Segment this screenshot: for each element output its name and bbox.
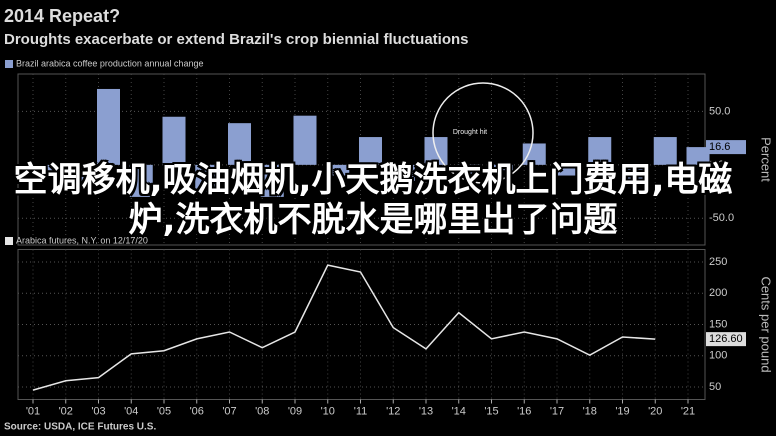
x-tick-label: '01 [26,405,40,417]
bar: '01 [31,164,55,171]
x-tick-label: '07 [222,405,236,417]
legend-swatch [5,237,13,245]
bar: '07 [228,123,251,165]
x-tick-label: '05 [157,405,171,417]
x-tick-label: '11 [354,405,368,417]
x-tick-label: '21 [681,405,695,417]
y-tick-label: 150 [709,318,727,330]
bar: '18 [588,137,612,165]
bar: '05 [162,116,186,165]
y-tick-label: 50.0 [709,105,730,117]
legend-label: Brazil arabica coffee production annual … [16,58,203,68]
y-tick-label: 50 [709,381,721,393]
x-tick-label: '20 [648,405,662,417]
x-tick-label: '14 [452,405,466,417]
bar: '08 [260,164,284,197]
bar: '21 [686,147,710,165]
bar: '17 [555,164,579,176]
value-label-box [706,140,746,155]
annotation: Drought hit [453,129,487,136]
panel [17,249,706,400]
bar: '20 [653,137,677,165]
legend-swatch [5,60,13,68]
x-tick-label: '15 [484,405,498,417]
x-tick-label: '19 [615,405,629,417]
bar: '09 [293,115,317,165]
x-tick-label: '12 [386,405,400,417]
x-tick-label: '03 [91,405,105,417]
title: 2014 Repeat? [4,6,120,26]
annotation-circle [432,82,534,184]
x-tick-label: '18 [583,405,597,417]
line [32,264,656,391]
bar: '16 [522,143,546,165]
y-tick-label: 200 [709,287,727,299]
overlay-caption: 空调移机,吸油烟机,小天鹅洗衣机上门费用,电磁炉,洗衣机不脱水是哪里出了问题 [13,160,733,240]
value-label: 16.6 [709,141,730,153]
x-tick-label: '16 [517,405,531,417]
bar: '02 [64,164,88,187]
bar: '04 [129,164,153,197]
y-tick-label: 100 [709,350,727,362]
x-tick-label: '10 [321,405,335,417]
x-tick-label: '17 [550,405,564,417]
bar: '15 [490,164,513,171]
subtitle: Droughts exacerbate or extend Brazil's c… [4,31,469,48]
x-tick-label: '04 [124,405,138,417]
axis-label: Percent [759,137,774,182]
bar: '12 [391,164,415,181]
value-label-box [706,332,746,347]
bar: '19 [621,164,644,181]
x-tick-label: '06 [190,405,204,417]
value-label: 126.60 [709,333,743,345]
y-tick-label: 250 [709,256,727,268]
legend-label: Arabica futures, N.Y. on 12/17/20 [16,235,148,245]
bar: '03 [97,88,120,165]
y-tick-label: 0.0 [709,159,724,171]
y-tick-label: -50.0 [709,212,734,224]
bar: '06 [195,164,219,192]
axis-label: Cents per pound [759,276,774,372]
x-tick-label: '09 [288,405,302,417]
x-tick-label: '02 [59,405,73,417]
x-tick-label: '08 [255,405,269,417]
bar: '14 [457,164,481,176]
bar: '11 [359,137,382,165]
source: Source: USDA, ICE Futures U.S. [4,422,156,433]
x-tick-label: '13 [419,405,433,417]
bar: '10 [326,164,350,176]
